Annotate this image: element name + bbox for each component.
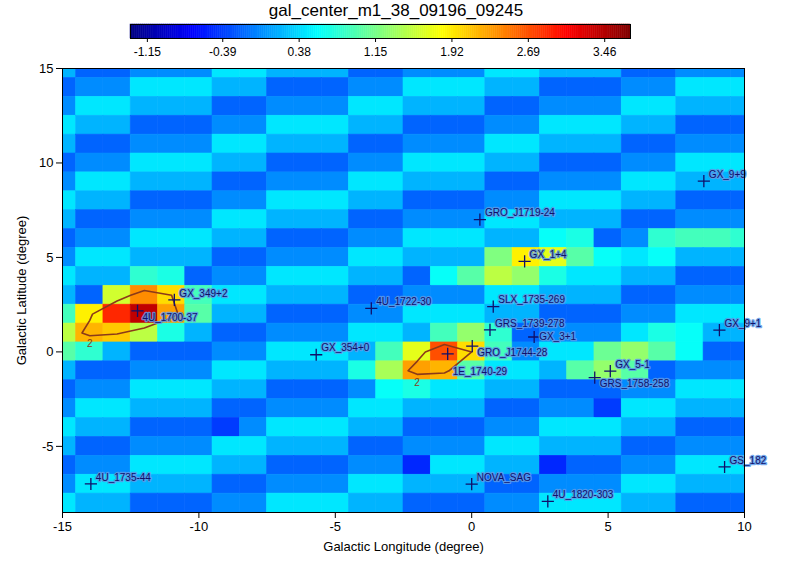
svg-text:1.15: 1.15 — [364, 45, 388, 59]
svg-text:-1.15: -1.15 — [134, 45, 162, 59]
svg-text:15: 15 — [39, 61, 53, 76]
svg-text:0.38: 0.38 — [287, 45, 311, 59]
svg-text:5: 5 — [46, 250, 53, 265]
svg-text:SLX_1735-269: SLX_1735-269 — [498, 294, 565, 305]
svg-text:GX_349+2: GX_349+2 — [179, 288, 228, 299]
svg-text:1.92: 1.92 — [440, 45, 464, 59]
svg-text:GX_9+1: GX_9+1 — [724, 318, 761, 329]
svg-text:Galactic Longitude (degree): Galactic Longitude (degree) — [323, 539, 483, 554]
svg-text:4U_1722-30: 4U_1722-30 — [376, 296, 431, 307]
svg-text:4U_1735-44: 4U_1735-44 — [96, 472, 151, 483]
svg-text:-0.39: -0.39 — [209, 45, 237, 59]
svg-text:3.46: 3.46 — [593, 45, 617, 59]
svg-text:10: 10 — [737, 519, 751, 534]
svg-text:GRS_1758-258: GRS_1758-258 — [600, 378, 670, 389]
svg-text:5: 5 — [604, 519, 611, 534]
svg-text:2: 2 — [414, 377, 420, 388]
svg-text:-15: -15 — [53, 519, 72, 534]
svg-text:GRS_1739-278: GRS_1739-278 — [495, 317, 565, 328]
svg-text:0: 0 — [468, 519, 475, 534]
svg-text:GX_1+4: GX_1+4 — [530, 249, 567, 260]
svg-text:1E_1740-29: 1E_1740-29 — [453, 366, 508, 377]
svg-text:GRO_J1744-28: GRO_J1744-28 — [477, 347, 547, 358]
svg-text:4U_1700-37: 4U_1700-37 — [143, 312, 198, 323]
svg-text:-5: -5 — [330, 519, 342, 534]
svg-text:GX_354+0: GX_354+0 — [321, 342, 370, 353]
svg-text:Galactic Latitude (degree): Galactic Latitude (degree) — [14, 216, 29, 366]
svg-text:0: 0 — [46, 344, 53, 359]
svg-text:2.69: 2.69 — [517, 45, 541, 59]
svg-text:GS_182: GS_182 — [730, 455, 767, 466]
svg-text:GX_9+9: GX_9+9 — [709, 169, 746, 180]
svg-text:GX_5-1: GX_5-1 — [615, 359, 650, 370]
svg-text:4U_1820-303: 4U_1820-303 — [553, 489, 614, 500]
svg-text:2: 2 — [87, 338, 93, 349]
svg-text:GRO_J1719-24: GRO_J1719-24 — [485, 207, 555, 218]
svg-text:NOVA_SAG: NOVA_SAG — [477, 472, 531, 483]
svg-text:-5: -5 — [42, 439, 54, 454]
svg-text:GX_3+1: GX_3+1 — [539, 331, 576, 342]
svg-text:10: 10 — [39, 155, 53, 170]
svg-text:-10: -10 — [190, 519, 209, 534]
html-text:gal_center_m1_38_09196_09245: gal_center_m1_38_09196_09245 — [268, 1, 524, 20]
